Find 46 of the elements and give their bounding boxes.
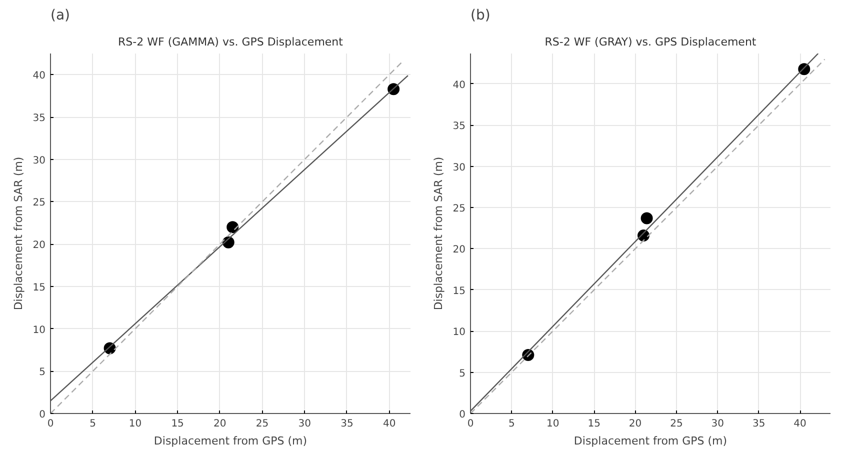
x-tick-label: 20 — [214, 418, 226, 430]
x-tick-label: 25 — [670, 418, 683, 430]
y-tick-label: 30 — [32, 155, 46, 166]
x-tick-label: 10 — [128, 418, 142, 430]
y-tick-label: 40 — [452, 80, 466, 91]
y-tick-label: 35 — [32, 113, 46, 124]
y-tick-label: 30 — [452, 162, 466, 174]
y-tick-label: 20 — [452, 244, 466, 256]
y-tick-label: 0 — [459, 410, 466, 420]
x-tick-label: 40 — [382, 418, 396, 430]
y-tick-label: 15 — [452, 286, 466, 297]
y-tick-label: 10 — [452, 327, 466, 338]
y-tick-label: 40 — [32, 70, 46, 82]
x-tick-label: 30 — [298, 418, 311, 430]
x-tick-label: 15 — [588, 418, 600, 430]
chart-title: RS-2 WF (GAMMA) vs. GPS Displacement — [118, 36, 344, 48]
y-tick-label: 5 — [39, 367, 46, 378]
y-tick-label: 5 — [459, 368, 466, 380]
x-tick-label: 20 — [628, 418, 642, 430]
y-axis-title: Displacement from SAR (m) — [432, 156, 445, 310]
x-tick-label: 15 — [171, 418, 184, 430]
y-tick-label: 20 — [32, 240, 46, 252]
x-tick-label: 40 — [794, 418, 806, 430]
y-tick-label: 25 — [32, 198, 46, 209]
y-tick-label: 10 — [32, 324, 46, 336]
y-axis-title: Displacement from SAR (m) — [12, 156, 25, 310]
x-tick-label: 5 — [90, 418, 96, 430]
x-tick-label: 35 — [752, 418, 766, 430]
point — [640, 212, 653, 224]
y-tick-label: 25 — [452, 204, 466, 215]
x-tick-label: 10 — [546, 418, 560, 430]
text: (b) — [470, 8, 490, 24]
y-tick-label: 0 — [39, 410, 46, 420]
x-tick-label: 0 — [467, 418, 474, 430]
x-tick-label: 5 — [508, 418, 515, 430]
point — [226, 221, 239, 234]
x-tick-label: 0 — [47, 418, 54, 430]
text: (a) — [50, 8, 70, 24]
x-axis-title: Displacement from GPS (m) — [574, 434, 728, 448]
x-tick-label: 30 — [711, 418, 724, 430]
x-tick-label: 25 — [256, 418, 269, 430]
chart-title: RS-2 WF (GRAY) vs. GPS Displacement — [544, 36, 757, 48]
y-tick-label: 35 — [452, 121, 466, 132]
y-tick-label: 15 — [32, 282, 46, 294]
x-tick-label: 35 — [340, 418, 354, 430]
x-axis-title: Displacement from GPS (m) — [154, 434, 308, 448]
